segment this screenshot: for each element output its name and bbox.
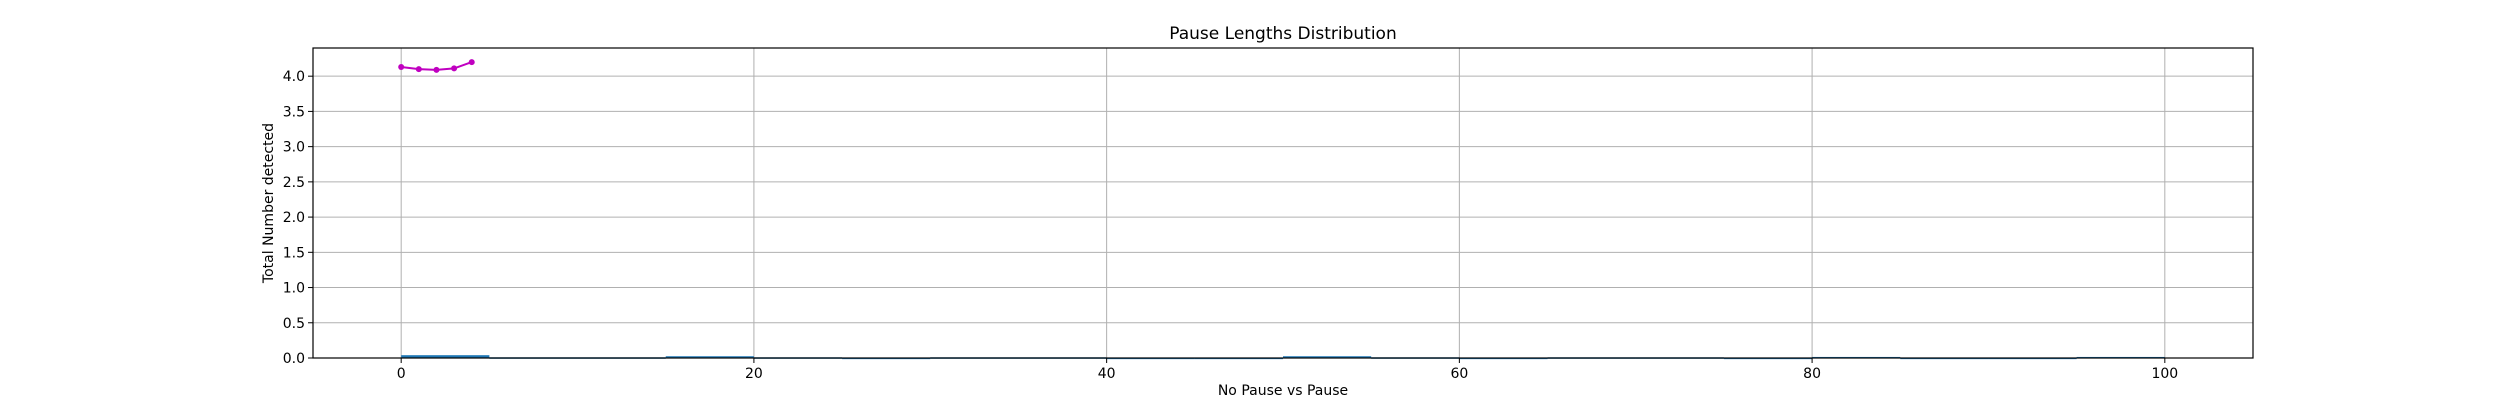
y-axis-label: Total Number detected: [261, 123, 277, 284]
chart-title: Pause Lengths Distribution: [1169, 24, 1396, 44]
x-tick-label: 80: [1803, 366, 1821, 382]
x-tick-label: 20: [745, 366, 763, 382]
histogram-bar: [1283, 356, 1372, 358]
histogram-bar: [401, 355, 490, 358]
x-ticks: 0 20 40 60 80 100: [397, 358, 2178, 382]
x-axis-label: No Pause vs Pause: [1218, 383, 1348, 399]
y-ticks: 0.0 0.5 1.0 1.5 2.0 2.5 3.0 3.5 4.0: [283, 69, 313, 367]
y-tick-label: 1.5: [283, 245, 305, 261]
series-point: [451, 65, 458, 72]
series-point: [468, 59, 475, 66]
x-tick-label: 0: [397, 366, 406, 382]
y-tick-label: 1.0: [283, 281, 305, 297]
y-tick-label: 4.0: [283, 69, 305, 85]
y-tick-label: 3.5: [283, 104, 305, 120]
series-point: [398, 64, 405, 71]
y-tick-label: 0.0: [283, 351, 305, 367]
histogram-bar: [665, 356, 754, 358]
y-tick-label: 2.5: [283, 175, 305, 191]
plot-frame: [312, 47, 2254, 359]
y-tick-label: 0.5: [283, 316, 305, 332]
x-tick-label: 60: [1450, 366, 1468, 382]
x-tick-label: 40: [1098, 366, 1116, 382]
y-tick-label: 3.0: [283, 140, 305, 156]
series-point: [415, 66, 422, 73]
grid: [313, 48, 2253, 359]
line-series: [398, 59, 475, 73]
y-tick-label: 2.0: [283, 210, 305, 226]
x-tick-label: 100: [2151, 366, 2178, 382]
series-point: [433, 66, 440, 73]
